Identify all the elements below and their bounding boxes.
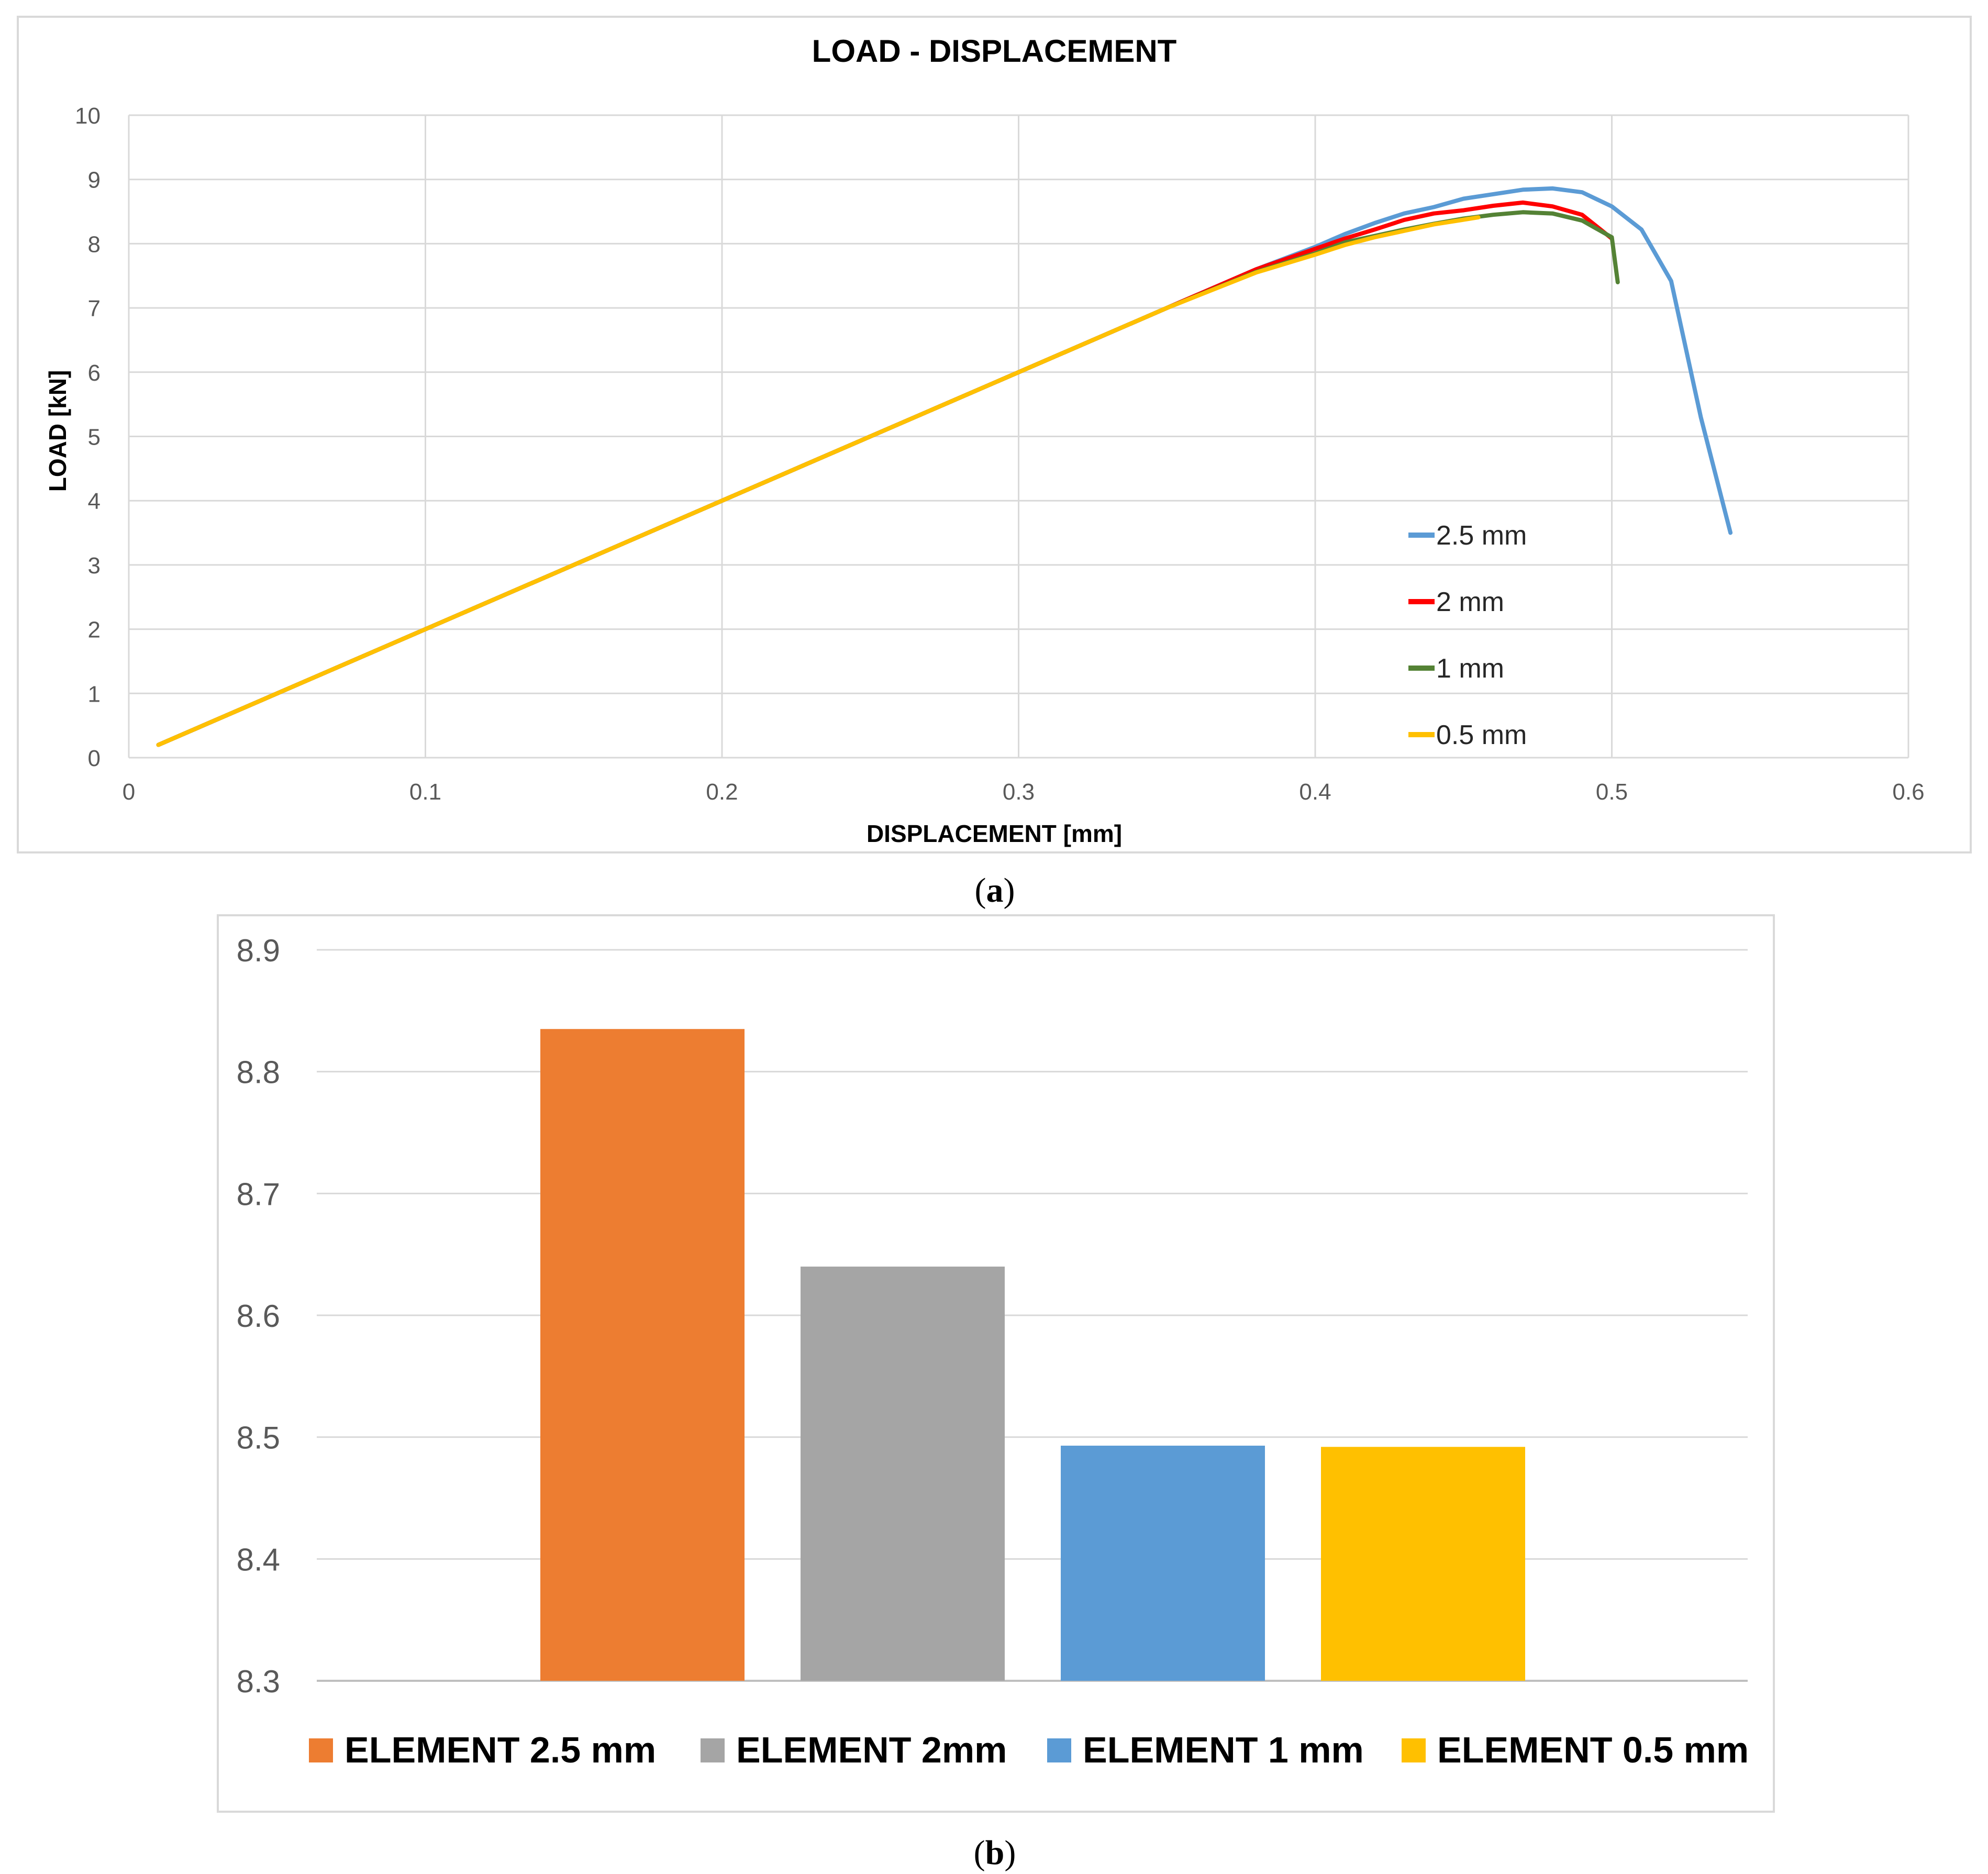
legend-label: 2.5 mm xyxy=(1436,520,1527,551)
y-tick-label: 3 xyxy=(88,553,101,579)
x-tick-label: 0 xyxy=(123,779,135,805)
y-tick-label: 8.9 xyxy=(237,933,280,968)
series-line xyxy=(156,215,1481,747)
y-axis-ticks: 8.3 8.4 8.5 8.6 8.7 8.8 8.9 xyxy=(237,933,280,1699)
y-tick-label: 0 xyxy=(88,746,101,771)
x-tick-label: 0.5 xyxy=(1596,779,1628,805)
legend-label: ELEMENT 1 mm xyxy=(1083,1729,1364,1770)
x-tick-label: 0.4 xyxy=(1299,779,1331,805)
x-tick-label: 0.1 xyxy=(409,779,441,805)
y-tick-label: 8.6 xyxy=(237,1299,280,1334)
x-axis-title: DISPLACEMENT [mm] xyxy=(867,820,1122,847)
load-displacement-chart: LOAD - DISPLACEMENT 0 1 2 3 4 5 6 7 8 9 10 0 0.1 0.2… xyxy=(17,16,1972,853)
bar xyxy=(540,1029,745,1681)
y-tick-label: 8.5 xyxy=(237,1421,280,1456)
x-tick-label: 0.2 xyxy=(706,779,738,805)
y-axis-ticks: 0 1 2 3 4 5 6 7 8 9 10 xyxy=(75,103,101,771)
chart-legend: ELEMENT 2.5 mm ELEMENT 2mm ELEMENT 1 mm ELE… xyxy=(309,1729,1749,1770)
y-tick-label: 5 xyxy=(88,425,101,450)
y-tick-label: 1 xyxy=(88,681,101,707)
y-tick-label: 7 xyxy=(88,296,101,321)
chart-gridlines xyxy=(128,114,1909,759)
chart-legend: 2.5 mm 2 mm 1 mm 0.5 mm xyxy=(1408,520,1527,750)
legend-label: 1 mm xyxy=(1436,653,1504,684)
legend-label: ELEMENT 0.5 mm xyxy=(1437,1729,1749,1770)
caption-b: (b) xyxy=(974,1834,1016,1872)
y-tick-label: 2 xyxy=(88,617,101,643)
legend-swatch xyxy=(701,1738,725,1762)
x-axis-ticks: 0 0.1 0.2 0.3 0.4 0.5 0.6 xyxy=(123,779,1925,805)
legend-swatch xyxy=(309,1738,333,1762)
chart-bars xyxy=(540,1029,1525,1681)
chart-frame xyxy=(17,16,1972,853)
caption-b-letter: b xyxy=(985,1834,1005,1872)
legend-label: ELEMENT 2.5 mm xyxy=(345,1729,656,1770)
legend-label: 0.5 mm xyxy=(1436,720,1527,750)
series-line xyxy=(156,200,1614,747)
x-tick-label: 0.3 xyxy=(1003,779,1035,805)
y-tick-label: 9 xyxy=(88,168,101,193)
bar-chart: 8.38.48.58.68.78.88.9 ELEMENT 2.5 mm ELEM… xyxy=(217,914,1775,1813)
caption-a: (a) xyxy=(975,871,1015,910)
legend-label: 2 mm xyxy=(1436,587,1504,617)
y-tick-label: 8.4 xyxy=(237,1542,280,1577)
y-tick-label: 10 xyxy=(75,103,101,129)
y-axis-title: LOAD [kN] xyxy=(44,370,71,492)
y-tick-label: 4 xyxy=(88,489,101,514)
chart-title: LOAD - DISPLACEMENT xyxy=(812,34,1177,69)
chart-series xyxy=(156,186,1733,747)
caption-a-letter: a xyxy=(986,871,1004,910)
bar xyxy=(801,1266,1005,1681)
y-tick-label: 6 xyxy=(88,360,101,386)
y-tick-label: 8.7 xyxy=(237,1177,280,1212)
legend-label: ELEMENT 2mm xyxy=(736,1729,1007,1770)
legend-swatch xyxy=(1402,1738,1426,1762)
legend-swatch xyxy=(1047,1738,1071,1762)
y-tick-label: 8 xyxy=(88,231,101,257)
y-tick-label: 8.3 xyxy=(237,1664,280,1699)
x-tick-label: 0.6 xyxy=(1892,779,1924,805)
bar xyxy=(1321,1447,1525,1681)
y-tick-label: 8.8 xyxy=(237,1055,280,1090)
bar xyxy=(1061,1445,1265,1681)
